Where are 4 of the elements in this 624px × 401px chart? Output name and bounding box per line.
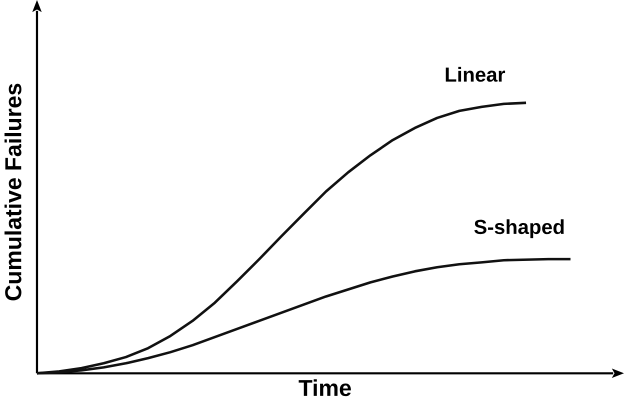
series-label: Linear bbox=[446, 67, 506, 82]
x-axis-title: Time bbox=[298, 379, 351, 396]
series-label: S-shaped bbox=[474, 219, 564, 238]
y-axis-title: Cumulative Failures bbox=[4, 84, 22, 301]
